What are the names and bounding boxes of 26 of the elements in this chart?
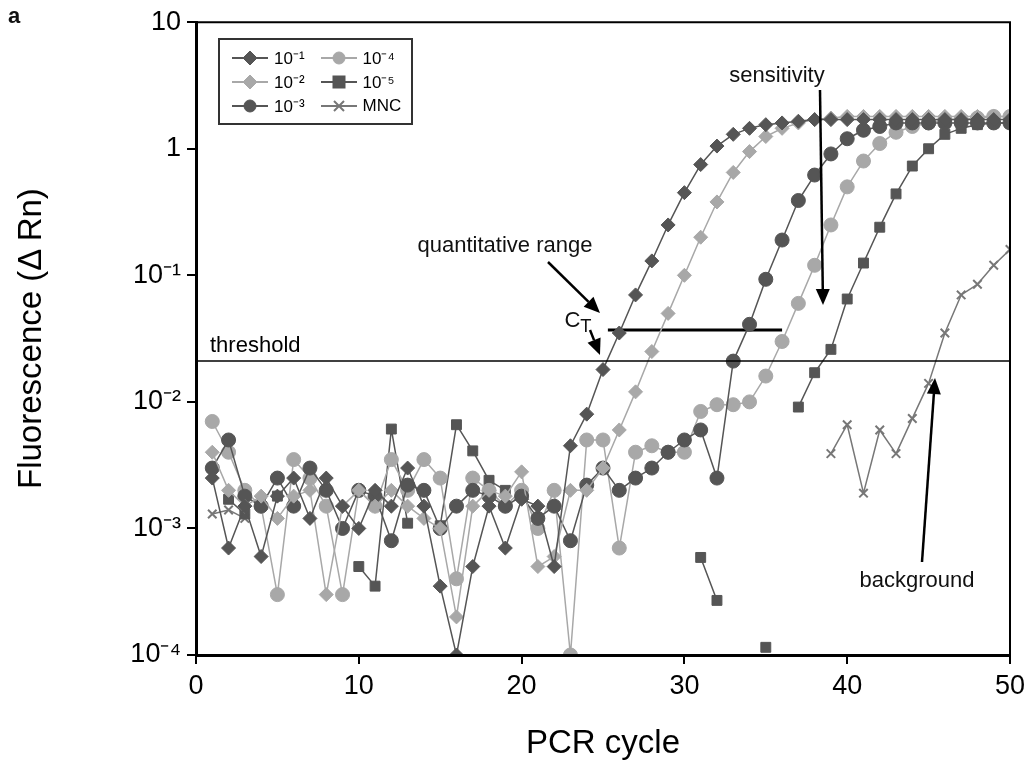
y-tick-label: 10⁻⁴ [130, 638, 181, 669]
y-tick-label: 10 [150, 5, 181, 36]
legend-label: 10⁻² [274, 72, 305, 94]
annotation: quantitative range [417, 232, 593, 258]
x-tick-label: 50 [994, 669, 1026, 700]
x-tick-label: 40 [832, 669, 863, 700]
ref-line-label: threshold [210, 332, 301, 358]
y-tick-label: 10⁻³ [132, 511, 181, 542]
legend-label: 10⁻³ [274, 96, 305, 118]
y-tick-label: 10⁻¹ [132, 258, 181, 289]
legend-label: 10⁻⁵ [362, 72, 395, 94]
y-axis-title: Fluorescence (Δ Rn) [10, 188, 48, 490]
legend-label: 10⁻¹ [274, 48, 305, 70]
text: a [7, 3, 21, 29]
x-tick-label: 30 [669, 669, 700, 700]
annotation: sensitivity [729, 62, 825, 88]
y-tick-label: 10⁻² [132, 385, 181, 416]
x-axis-title: PCR cycle [525, 723, 681, 761]
x-tick-label: 20 [506, 669, 537, 700]
y-tick-label: 1 [165, 132, 181, 163]
x-tick-label: 10 [343, 669, 374, 700]
legend-label: MNC [362, 95, 402, 116]
x-tick-label: 0 [188, 669, 204, 700]
annotation: background [859, 567, 975, 593]
legend-label: 10⁻⁴ [362, 48, 395, 70]
annotation: C$_{T}$ [564, 306, 592, 338]
